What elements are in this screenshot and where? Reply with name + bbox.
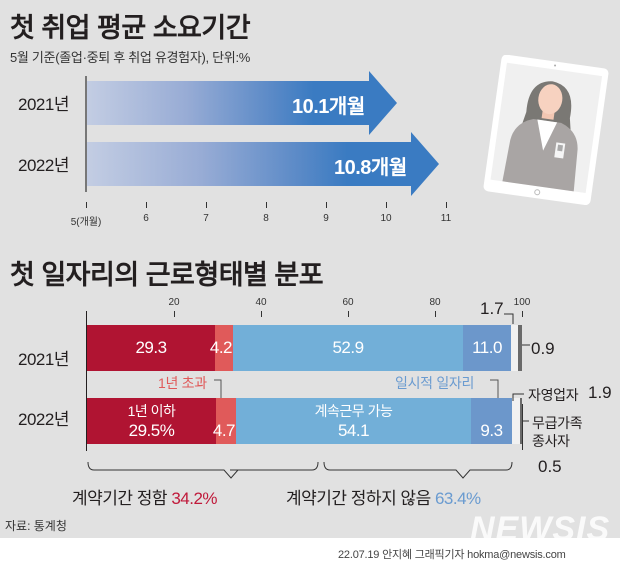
newsis-watermark-logo: NEWSIS [470, 510, 611, 548]
bar2021-unpaid-value: 0.9 [531, 339, 555, 358]
credit-line: 22.07.19 안지혜 그래픽기자 hokma@newsis.com [338, 549, 566, 561]
bar2021-seg-unpaid-family [518, 325, 522, 371]
chart1-tick [266, 202, 267, 208]
bar2021-seg-over1yr: 4.2 [210, 325, 233, 371]
chart1-arrowhead-2022 [411, 132, 439, 196]
annotation-temporary: 일시적 일자리 [395, 375, 475, 391]
bar2021-seg-under1yr: 29.3 [87, 325, 215, 371]
chart1-arrowhead-2021 [369, 71, 397, 135]
chart2-tick [435, 311, 436, 317]
chart2-tick [174, 311, 175, 317]
chart1-subtitle: 5월 기준(졸업·중퇴 후 취업 유경험자), 단위:% [10, 50, 251, 65]
chart2-row-label-2021: 2021년 [18, 350, 69, 369]
seg-category: 계속근무 가능 [314, 403, 393, 419]
bar2022-seg-self-employed [512, 398, 520, 444]
source-note: 자료: 통계청 [5, 519, 67, 533]
bar2022-seg-continuous: 계속근무 가능 54.1 [236, 398, 471, 444]
chart1-bar-2021 [87, 81, 370, 125]
chart2-tick [522, 311, 523, 317]
seg-value: 29.5% [128, 421, 175, 440]
chart1-tick [86, 202, 87, 208]
bar2022-seg-temporary: 9.3 [471, 398, 512, 444]
annotation-temporary-leader [490, 379, 499, 404]
group-non-fixed-term: 계약기간 정하지 않음 63.4% [286, 484, 481, 509]
chart2-tick-label: 40 [255, 297, 267, 308]
group-fixed-term-value: 34.2% [171, 489, 218, 508]
chart2-row-label-2022: 2022년 [18, 410, 69, 429]
chart1-tick-label: 5(개월) [70, 217, 102, 228]
bar2021-seg-self-employed [511, 325, 518, 371]
bar2021-self-employed-leader [504, 313, 514, 324]
group-fixed-term-label: 계약기간 정함 [72, 489, 168, 508]
chart1-row-label-2022: 2022년 [18, 156, 69, 175]
bar2022-self-employed-value: 1.9 [588, 383, 612, 402]
tablet-worker-illustration [483, 55, 609, 205]
bar2021-seg-continuous: 52.9 [233, 325, 463, 371]
chart1-tick [326, 202, 327, 208]
seg-value: 29.3 [135, 338, 167, 357]
chart1-tick-label: 6 [143, 213, 149, 224]
bar2022-self-employed-leader [512, 393, 524, 401]
bar2022-unpaid-value: 0.5 [538, 457, 562, 476]
bar2022-unpaid-bracket [522, 404, 523, 450]
chart2-tick-label: 100 [513, 297, 531, 308]
seg-value: 4.2 [209, 338, 233, 357]
seg-value: 11.0 [472, 338, 502, 357]
chart1-tick-label: 11 [440, 213, 452, 224]
chart1-tick-label: 10 [380, 213, 392, 224]
group-non-fixed-term-label: 계약기간 정하지 않음 [286, 489, 431, 508]
annotation-over-1yr-leader [214, 379, 222, 401]
chart1-row-label-2021: 2021년 [18, 95, 69, 114]
annotation-unpaid-line2: 종사자 [532, 433, 570, 449]
chart1-bar-2022 [87, 142, 412, 186]
chart1-y-axis [85, 76, 87, 192]
group-non-fixed-term-value: 63.4% [434, 489, 481, 508]
bar2022-seg-over1yr: 4.7 [212, 398, 236, 444]
bar2021-unpaid-leader [522, 344, 530, 346]
chart1-tick [446, 202, 447, 208]
chart1-tick-label: 9 [323, 213, 329, 224]
chart2-y-axis [86, 311, 87, 451]
seg-category: 1년 이하 [127, 403, 176, 419]
chart1-tick [146, 202, 147, 208]
chart2-tick-label: 60 [342, 297, 354, 308]
group-braces [87, 461, 513, 479]
bar2021-seg-temporary: 11.0 [463, 325, 511, 371]
group-fixed-term: 계약기간 정함 34.2% [72, 484, 218, 509]
bar2022-unpaid-leader [522, 420, 529, 422]
chart2-tick-label: 20 [168, 297, 180, 308]
chart1-tick [206, 202, 207, 208]
bar2022-seg-under1yr: 1년 이하 29.5% [87, 398, 216, 444]
seg-value: 9.3 [480, 421, 503, 440]
chart2-tick [348, 311, 349, 317]
chart1-tick-label: 7 [203, 213, 209, 224]
chart1-value-2022: 10.8개월 [334, 157, 407, 179]
bar2022-seg-unpaid-family [520, 398, 522, 444]
bar2021-self-employed-value: 1.7 [480, 299, 504, 318]
chart2-title: 첫 일자리의 근로형태별 분포 [10, 260, 324, 290]
chart2-tick [261, 311, 262, 317]
chart1-tick [386, 202, 387, 208]
annotation-unpaid-line1: 무급가족 [532, 415, 583, 431]
annotation-over-1yr: 1년 초과 [158, 375, 207, 391]
chart1-title: 첫 취업 평균 소요기간 [10, 13, 251, 43]
chart2-tick-label: 80 [429, 297, 441, 308]
chart1-tick-label: 8 [263, 213, 269, 224]
seg-value: 54.1 [337, 421, 370, 440]
seg-value: 52.9 [332, 338, 364, 357]
seg-value: 4.7 [212, 421, 236, 440]
chart1-value-2021: 10.1개월 [292, 96, 365, 118]
annotation-self-employed: 자영업자 [528, 387, 579, 403]
